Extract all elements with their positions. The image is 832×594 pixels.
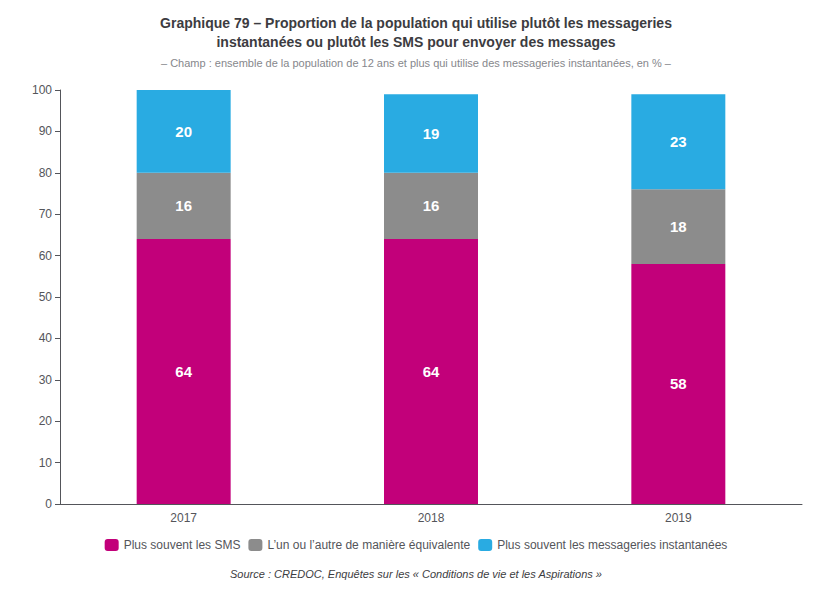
svg-text:2019: 2019: [665, 511, 692, 525]
svg-text:30: 30: [39, 373, 53, 387]
svg-text:10: 10: [39, 456, 53, 470]
svg-text:64: 64: [423, 363, 440, 380]
svg-text:23: 23: [670, 133, 687, 150]
svg-text:Source : CREDOC, Enquêtes sur: Source : CREDOC, Enquêtes sur les « Cond…: [230, 568, 602, 580]
svg-text:58: 58: [670, 375, 687, 392]
svg-text:2018: 2018: [418, 511, 445, 525]
svg-text:70: 70: [39, 207, 53, 221]
svg-text:80: 80: [39, 166, 53, 180]
svg-text:0: 0: [45, 497, 52, 511]
svg-text:64: 64: [175, 363, 192, 380]
svg-text:Graphique 79 – Proportion de l: Graphique 79 – Proportion de la populati…: [160, 15, 672, 31]
svg-text:19: 19: [423, 125, 440, 142]
svg-text:40: 40: [39, 331, 53, 345]
svg-text:20: 20: [39, 414, 53, 428]
svg-text:16: 16: [175, 197, 192, 214]
svg-text:16: 16: [423, 197, 440, 214]
svg-text:– Champ : ensemble de la popul: – Champ : ensemble de la population de 1…: [161, 57, 672, 69]
svg-text:100: 100: [32, 83, 52, 97]
svg-text:instantanées ou plutôt les SMS: instantanées ou plutôt les SMS pour envo…: [216, 34, 615, 50]
svg-text:60: 60: [39, 249, 53, 263]
svg-text:Plus souvent les messageries i: Plus souvent les messageries instantanée…: [497, 538, 727, 552]
svg-text:90: 90: [39, 124, 53, 138]
svg-text:20: 20: [175, 123, 192, 140]
svg-text:L’un ou l’autre de manière équ: L’un ou l’autre de manière équivalente: [267, 538, 470, 552]
svg-text:Plus souvent les SMS: Plus souvent les SMS: [124, 538, 241, 552]
svg-text:18: 18: [670, 218, 687, 235]
svg-text:50: 50: [39, 290, 53, 304]
svg-text:2017: 2017: [170, 511, 197, 525]
